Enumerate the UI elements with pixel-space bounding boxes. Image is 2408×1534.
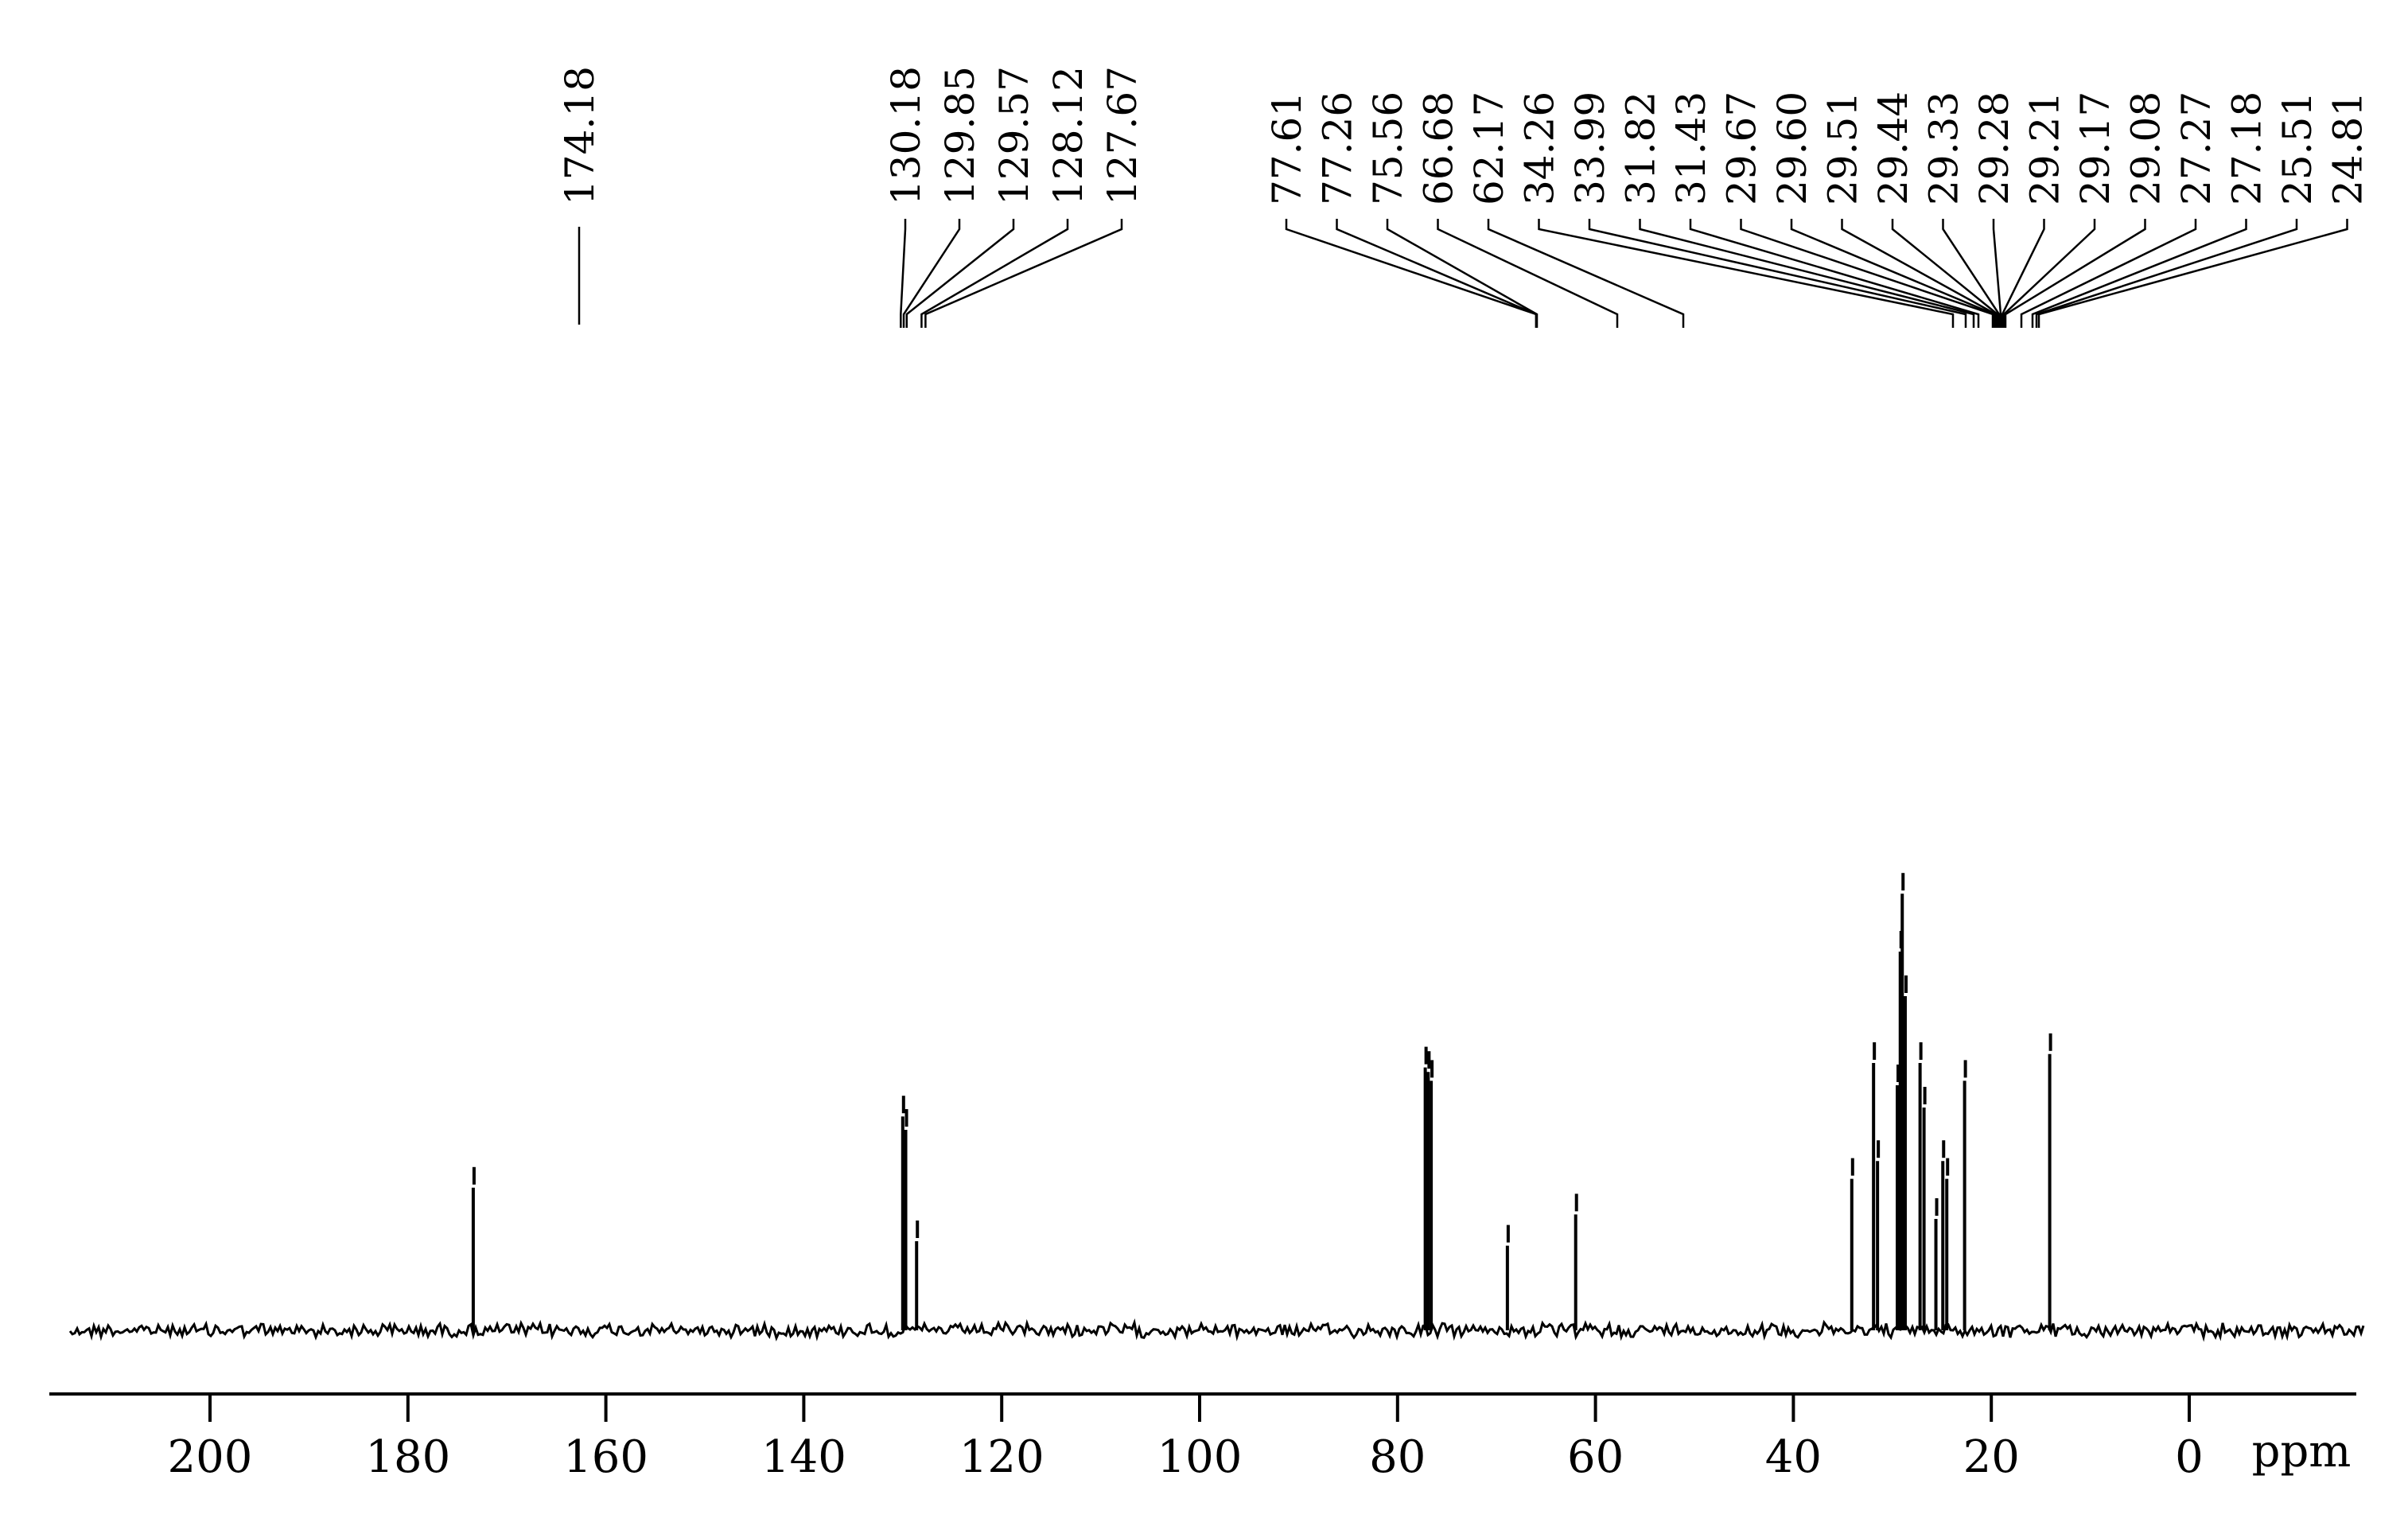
- x-tick-label-140: 140: [761, 1431, 846, 1483]
- peak-label-24.81: 24.81: [2325, 91, 2371, 205]
- peak-label-29.17: 29.17: [2072, 91, 2118, 205]
- x-tick-label-40: 40: [1765, 1431, 1822, 1483]
- x-tick-label-60: 60: [1567, 1431, 1624, 1483]
- peak-leader-130.18: [900, 219, 907, 328]
- peak-label-62.17: 62.17: [1466, 91, 1512, 205]
- x-tick-label-20: 20: [1963, 1431, 2020, 1483]
- peak-label-31.43: 31.43: [1668, 91, 1714, 205]
- peak-leader-77.26: [1336, 219, 1538, 328]
- peak-leader-129.85: [902, 219, 961, 328]
- peak-label-130.18: 130.18: [883, 66, 929, 205]
- peak-leader-62.17: [1487, 219, 1685, 328]
- peak-label-29.21: 29.21: [2022, 91, 2068, 205]
- peak-leader-25.51: [2035, 219, 2298, 328]
- peak-label-29.60: 29.60: [1769, 91, 1815, 205]
- peak-label-174.18: 174.18: [557, 66, 603, 205]
- peak-leader-66.68: [1437, 219, 1619, 328]
- peak-leader-29.08: [2004, 219, 2146, 328]
- peak-leader-27.18: [2031, 219, 2247, 328]
- peak-leader-128.12: [920, 219, 1069, 328]
- peak-leader-29.67: [1740, 219, 1994, 328]
- x-tick-label-180: 180: [365, 1431, 450, 1483]
- peak-label-29.51: 29.51: [1820, 91, 1866, 205]
- peak-label-128.12: 128.12: [1045, 66, 1091, 205]
- peak-label-77.26: 77.26: [1315, 91, 1361, 205]
- peak-label-25.51: 25.51: [2274, 91, 2320, 205]
- peak-label-66.68: 66.68: [1416, 91, 1462, 205]
- peak-label-29.44: 29.44: [1870, 91, 1916, 205]
- x-axis-unit-label: ppm: [2252, 1426, 2352, 1478]
- x-tick-label-120: 120: [959, 1431, 1045, 1483]
- x-axis-ticks: 200 180 160 140 120 100 80 60 40 20 0: [168, 1394, 2204, 1483]
- peak-label-29.28: 29.28: [1971, 91, 2017, 205]
- peak-leader-29.60: [1790, 219, 1996, 328]
- peak-label-layer: 174.18 130.18 129.85 129.57 128.12 127.67 77.6…: [557, 66, 2371, 205]
- peak-leader-29.33: [1942, 219, 2001, 328]
- spectrum-trace: [68, 1318, 2365, 1342]
- peak-layer: [471, 873, 2052, 1330]
- peak-label-77.61: 77.61: [1264, 91, 1310, 205]
- peak-leader-29.21: [2001, 219, 2045, 328]
- peak-leader-24.81: [2037, 219, 2348, 328]
- peak-leader-31.43: [1689, 219, 1980, 328]
- peak-leader-75.56: [1386, 219, 1539, 328]
- x-tick-label-100: 100: [1157, 1431, 1243, 1483]
- peak-label-127.67: 127.67: [1099, 66, 1146, 205]
- peak-label-29.33: 29.33: [1921, 91, 1967, 205]
- x-tick-label-0: 0: [2175, 1431, 2204, 1483]
- peak-leader-77.61: [1285, 219, 1538, 328]
- peak-leader-29.51: [1841, 219, 1998, 328]
- peak-leader-129.57: [905, 219, 1015, 328]
- peak-leader-29.17: [2002, 219, 2096, 328]
- peak-label-27.18: 27.18: [2224, 91, 2270, 205]
- peak-label-33.99: 33.99: [1567, 91, 1613, 205]
- peak-leader-29.28: [1992, 219, 2002, 328]
- peak-leader-34.26: [1538, 219, 1955, 328]
- x-tick-label-160: 160: [563, 1431, 648, 1483]
- peak-label-29.67: 29.67: [1719, 91, 1765, 205]
- peak-leader-27.27: [2020, 219, 2197, 328]
- peak-label-34.26: 34.26: [1517, 91, 1563, 205]
- x-tick-label-80: 80: [1369, 1431, 1426, 1483]
- peak-label-129.85: 129.85: [937, 66, 983, 205]
- peak-leader-33.99: [1588, 219, 1967, 328]
- peak-leader-31.82: [1639, 219, 1975, 328]
- peak-label-27.27: 27.27: [2173, 91, 2219, 205]
- peak-leader-29.44: [1891, 219, 1999, 328]
- peak-leader-127.67: [924, 219, 1123, 328]
- x-tick-label-200: 200: [168, 1431, 253, 1483]
- peak-label-129.57: 129.57: [991, 66, 1037, 205]
- peak-leader-layer: [578, 219, 2348, 328]
- peak-label-31.82: 31.82: [1618, 91, 1664, 205]
- peak-label-75.56: 75.56: [1365, 91, 1411, 205]
- peak-label-29.08: 29.08: [2123, 91, 2169, 205]
